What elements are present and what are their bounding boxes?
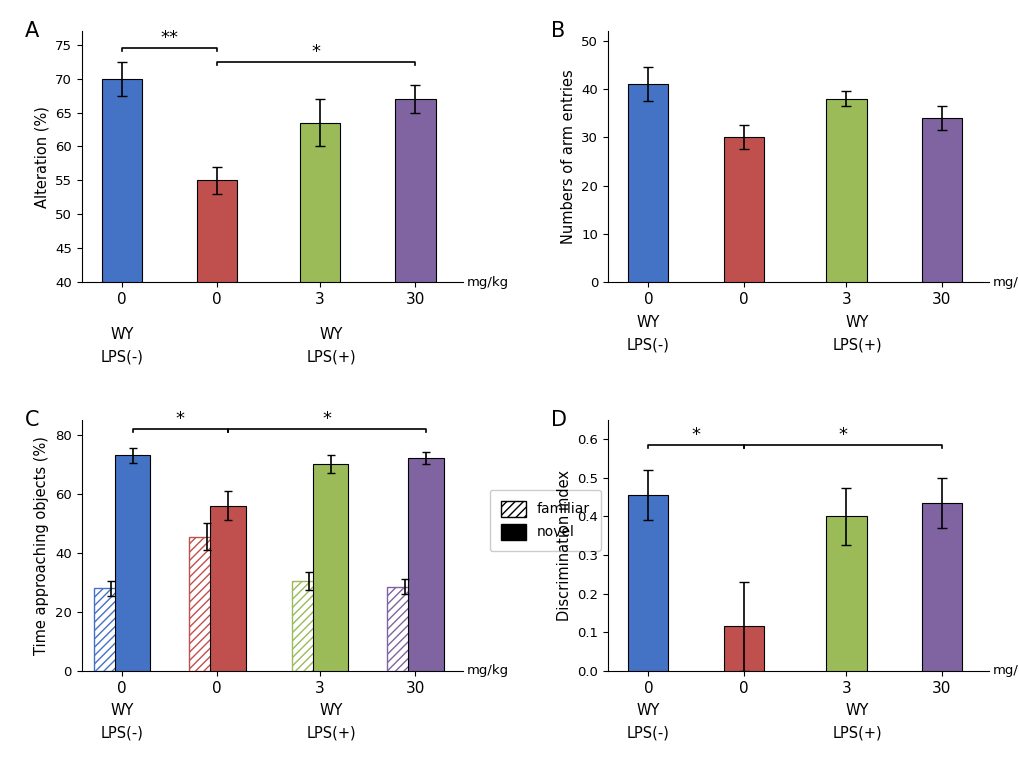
Y-axis label: Alteration (%): Alteration (%) (35, 105, 49, 207)
Text: WY: WY (845, 704, 868, 718)
Text: LPS(+): LPS(+) (832, 337, 881, 353)
Bar (628, 84, 667, 282)
Text: WY: WY (110, 704, 133, 718)
Text: D: D (550, 410, 567, 430)
Bar (94, 588, 128, 671)
Y-axis label: Numbers of arm entries: Numbers of arm entries (560, 69, 576, 244)
Bar (102, 79, 142, 282)
Bar (197, 180, 237, 282)
Bar (408, 459, 443, 671)
Bar (920, 118, 961, 282)
Bar (291, 581, 327, 671)
Bar (628, 495, 667, 671)
Text: mg/kg: mg/kg (467, 665, 508, 677)
Y-axis label: Discrimination index: Discrimination index (556, 470, 571, 621)
Text: WY: WY (636, 704, 659, 718)
Text: LPS(+): LPS(+) (306, 349, 356, 365)
Bar (115, 456, 150, 671)
Text: LPS(+): LPS(+) (832, 726, 881, 741)
Bar (189, 537, 224, 671)
Bar (210, 505, 246, 671)
Text: *: * (175, 410, 184, 428)
Y-axis label: Time approaching objects (%): Time approaching objects (%) (35, 436, 49, 655)
Bar (920, 503, 961, 671)
Bar (394, 99, 435, 282)
Text: WY: WY (845, 314, 868, 330)
Text: mg/kg: mg/kg (993, 665, 1019, 677)
Bar (825, 516, 866, 671)
Bar (825, 99, 866, 282)
Bar (722, 626, 763, 671)
Text: **: ** (160, 30, 178, 48)
Bar (386, 587, 422, 671)
Text: LPS(-): LPS(-) (627, 726, 669, 741)
Text: mg/kg: mg/kg (467, 275, 508, 289)
Text: C: C (24, 410, 39, 430)
Text: LPS(-): LPS(-) (101, 726, 144, 741)
Text: WY: WY (636, 314, 659, 330)
Text: WY: WY (110, 327, 133, 342)
Text: LPS(+): LPS(+) (306, 726, 356, 741)
Bar (722, 137, 763, 282)
Text: *: * (312, 43, 321, 61)
Text: *: * (691, 427, 700, 445)
Text: *: * (838, 427, 847, 445)
Text: LPS(-): LPS(-) (627, 337, 669, 353)
Text: mg/kg: mg/kg (993, 275, 1019, 289)
Text: A: A (24, 21, 39, 41)
Text: B: B (550, 21, 565, 41)
Text: WY: WY (319, 704, 342, 718)
Bar (300, 122, 339, 282)
Text: *: * (322, 410, 331, 428)
Legend: familiar, novel: familiar, novel (489, 490, 600, 551)
Text: LPS(-): LPS(-) (101, 349, 144, 365)
Text: WY: WY (319, 327, 342, 342)
Bar (313, 464, 348, 671)
